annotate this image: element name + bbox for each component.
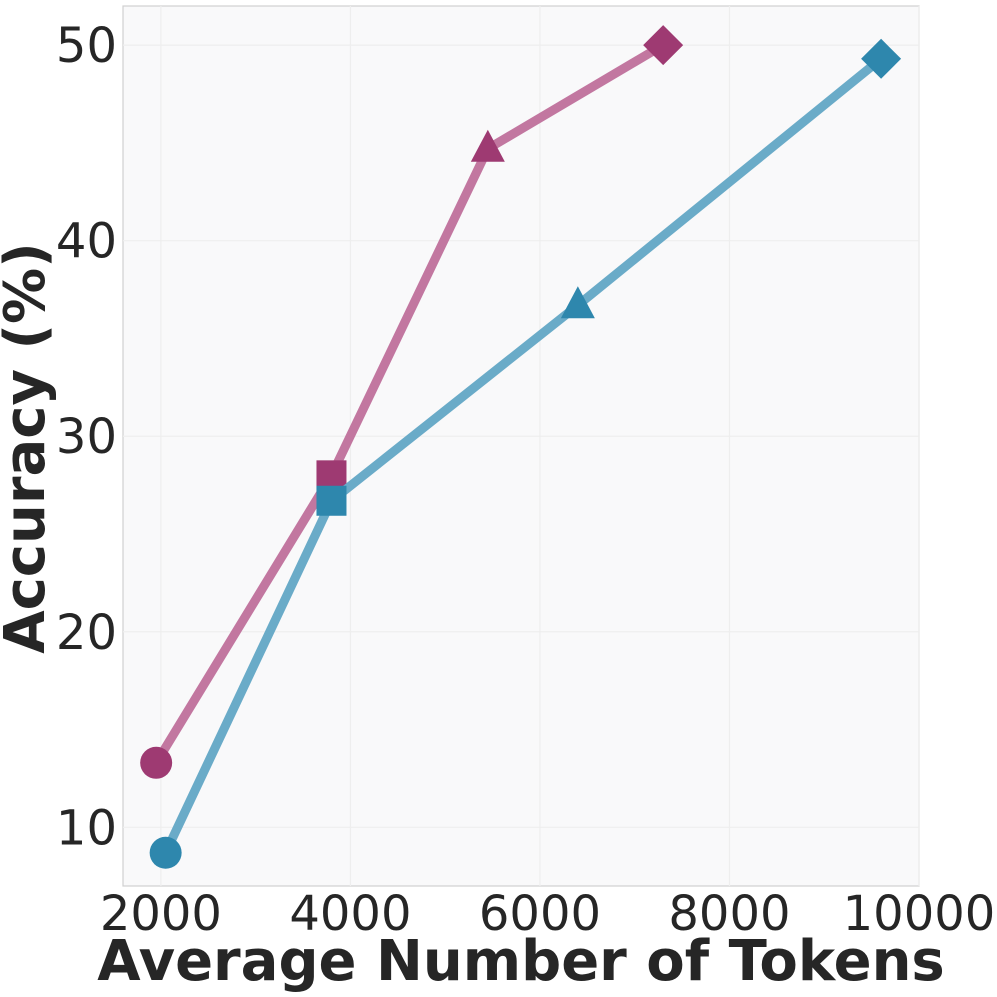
triangle-marker: [470, 129, 505, 162]
circle-marker: [140, 746, 173, 779]
series-1: [140, 25, 684, 779]
x-tick-label: 2000: [100, 886, 222, 942]
y-axis-title: Accuracy (%): [0, 242, 58, 654]
diamond-marker: [643, 25, 684, 66]
y-tick-label: 10: [56, 800, 117, 856]
diamond-marker: [861, 38, 902, 79]
square-marker: [316, 460, 347, 491]
y-tick-label: 50: [56, 18, 117, 74]
square-marker: [316, 485, 347, 516]
series-line: [161, 54, 886, 858]
x-tick-label: 4000: [289, 886, 411, 942]
y-tick-label: 20: [56, 605, 117, 661]
y-axis-ticks: 10 20 30 40 50: [56, 18, 117, 856]
x-tick-label: 6000: [479, 886, 601, 942]
triangle-marker: [560, 286, 595, 319]
circle-marker: [149, 836, 182, 869]
plot-area: [122, 5, 920, 887]
series-layer: [140, 25, 902, 869]
series-2: [149, 38, 902, 869]
series-line: [151, 40, 668, 768]
x-axis-title: Average Number of Tokens: [97, 929, 945, 994]
x-tick-label: 8000: [668, 886, 790, 942]
grid: [123, 6, 920, 886]
y-tick-label: 40: [56, 214, 117, 270]
x-tick-label: 10000: [843, 886, 996, 942]
y-tick-label: 30: [56, 409, 117, 465]
x-axis-ticks: 2000 4000 6000 8000 10000: [100, 886, 996, 942]
